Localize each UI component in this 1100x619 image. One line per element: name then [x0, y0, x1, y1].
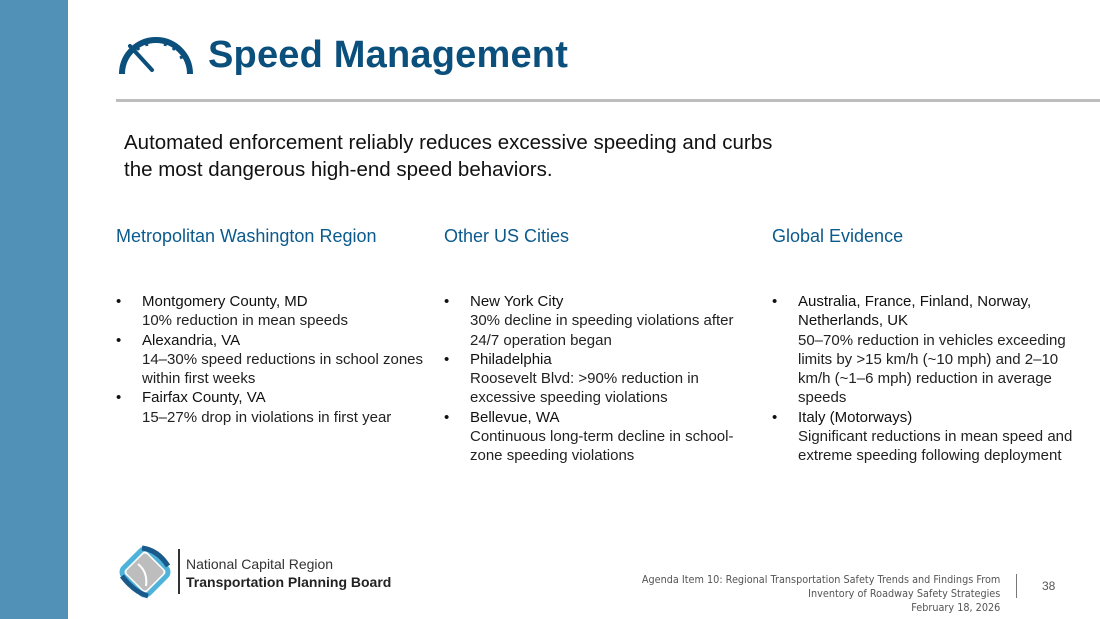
footer-date: February 18, 2026	[910, 601, 1000, 614]
sidebar-accent-bar	[0, 0, 68, 619]
column-metro-washington: Metropolitan Washington Region Montgomer…	[116, 226, 426, 427]
column-global-evidence: Global Evidence Australia, France, Finla…	[772, 226, 1082, 466]
page-number: 38	[1042, 579, 1056, 593]
footer-divider	[1016, 574, 1017, 598]
column-heading: Metropolitan Washington Region	[116, 226, 377, 246]
column-heading: Other US Cities	[444, 226, 570, 246]
org-name-line1: National Capital Region	[186, 556, 334, 572]
column-heading: Global Evidence	[772, 226, 904, 246]
agenda-line2: Inventory of Roadway Safety Strategies	[807, 587, 1000, 600]
list-item: Italy (Motorways)Significant reductions …	[772, 408, 1082, 466]
list-item: Australia, France, Finland, Norway, Neth…	[772, 292, 1082, 408]
tpb-logo-icon	[119, 545, 171, 599]
speedometer-icon	[119, 37, 193, 75]
agenda-line1: Agenda Item 10: Regional Transportation …	[641, 573, 1000, 586]
title-divider	[116, 99, 1100, 102]
org-name-line2: Transportation Planning Board	[186, 574, 392, 590]
logo-divider	[178, 549, 180, 594]
footer-agenda: Agenda Item 10: Regional Transportation …	[642, 573, 1000, 615]
lead-statement: Automated enforcement reliably reduces e…	[124, 131, 773, 181]
page-title: Speed Management	[208, 34, 569, 76]
